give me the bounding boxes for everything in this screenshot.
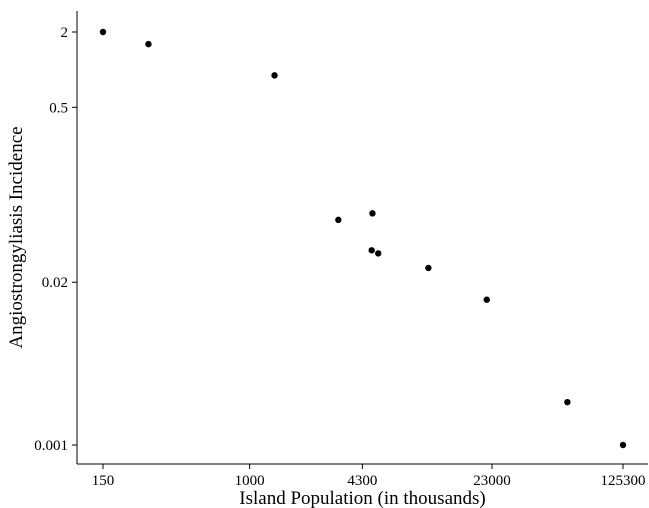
data-point: [99, 28, 107, 36]
x-tick-label: 125300: [601, 473, 646, 489]
data-point: [335, 216, 342, 224]
plot-area: [99, 28, 627, 449]
data-point: [145, 40, 152, 48]
data-point: [564, 398, 571, 406]
data-point: [369, 210, 376, 217]
y-tick-label: 0.5: [49, 100, 68, 116]
x-tick-label: 4300: [347, 473, 377, 489]
data-point: [483, 296, 490, 303]
y-axis-ticks: 0.001 0.02 0.5 2: [34, 25, 77, 454]
x-tick-label: 23000: [473, 473, 511, 489]
data-point: [425, 264, 432, 272]
data-point: [271, 72, 278, 79]
data-point: [368, 247, 375, 254]
data-point: [375, 250, 382, 257]
y-tick-label: 0.001: [34, 438, 68, 454]
y-tick-label: 2: [61, 25, 69, 41]
x-axis-ticks: 150 1000 4300 23000 125300: [92, 464, 646, 489]
x-tick-label: 150: [92, 473, 115, 489]
y-axis-title: Angiostrongyliasis Incidence: [6, 126, 27, 348]
x-tick-label: 1000: [235, 473, 265, 489]
y-tick-label: 0.02: [42, 275, 68, 291]
data-point: [619, 441, 627, 449]
x-axis-title: Island Population (in thousands): [239, 488, 485, 508]
